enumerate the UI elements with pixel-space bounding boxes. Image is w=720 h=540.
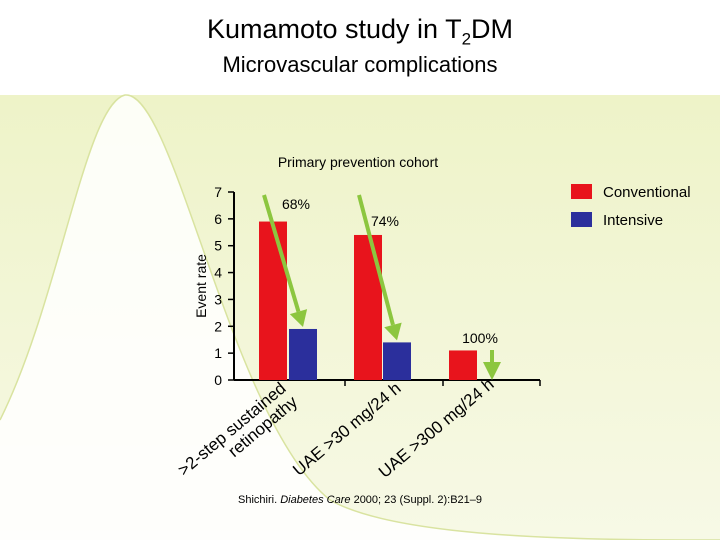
background-curve	[0, 94, 720, 540]
arrow-reduction-uae30-head	[384, 322, 402, 341]
reduction-label-retinopathy: 68%	[282, 196, 310, 212]
y-tick-label: 5	[214, 238, 222, 254]
legend-label-intensive: Intensive	[603, 212, 663, 229]
y-tick-label: 4	[214, 265, 222, 281]
y-tick-label: 3	[214, 291, 222, 307]
bar-conventional-retinopathy	[259, 221, 287, 380]
reduction-label-uae300: 100%	[462, 330, 498, 346]
arrow-reduction-uae30-shaft	[357, 194, 395, 326]
title-main: Kumamoto study in T	[206, 14, 462, 44]
title-subscript: 2	[461, 29, 472, 49]
chart-title: Primary prevention cohort	[278, 154, 438, 170]
y-tick-label: 1	[214, 345, 222, 361]
y-tick-label: 7	[214, 184, 222, 200]
bar-intensive-retinopathy	[289, 328, 317, 380]
citation-journal: Diabetes Care	[280, 494, 351, 506]
y-tick-label: 6	[214, 211, 222, 227]
y-tick-label: 2	[214, 318, 222, 334]
legend-swatch-intensive	[571, 212, 592, 227]
bar-conventional-uae30	[354, 234, 382, 380]
arrow-reduction-uae300-head	[483, 362, 501, 380]
reduction-label-uae30: 74%	[371, 213, 399, 229]
bar-intensive-uae30	[383, 342, 411, 380]
citation: Shichiri. Diabetes Care 2000; 23 (Suppl.…	[0, 494, 720, 506]
arrow-reduction-retinopathy-head	[289, 309, 308, 327]
citation-details: 2000; 23 (Suppl. 2):B21–9	[350, 494, 482, 506]
slide-title: Kumamoto study in T2DM	[0, 14, 720, 49]
bar-conventional-uae300	[449, 350, 477, 380]
arrow-reduction-retinopathy-shaft	[262, 194, 301, 313]
title-end: DM	[471, 14, 514, 44]
citation-author: Shichiri.	[238, 494, 281, 506]
background-curve-line	[0, 94, 720, 540]
slide-subtitle: Microvascular complications	[222, 52, 498, 77]
legend-swatch-conventional	[571, 184, 592, 199]
legend-label-conventional: Conventional	[603, 184, 691, 201]
y-tick-label: 0	[214, 372, 222, 388]
y-axis-label: Event rate	[193, 254, 209, 318]
